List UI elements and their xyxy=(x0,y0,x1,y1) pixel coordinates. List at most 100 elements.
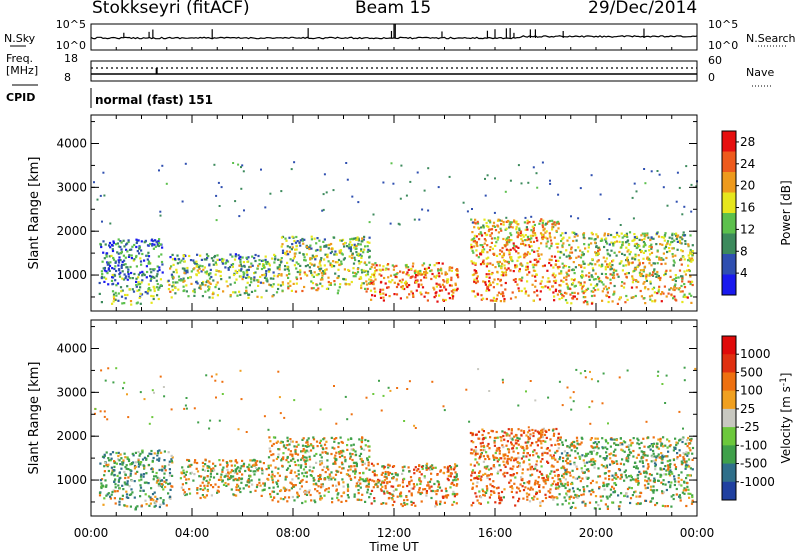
echo-pixel xyxy=(609,262,612,265)
echo-pixel xyxy=(242,462,246,465)
echo-pixel xyxy=(561,503,564,506)
echo-pixel xyxy=(480,232,483,235)
echo-pixel xyxy=(227,268,230,271)
echo-pixel xyxy=(122,254,125,257)
echo-pixel xyxy=(380,489,383,492)
echo-pixel xyxy=(238,269,241,272)
echo-pixel xyxy=(606,505,609,508)
echo-pixel xyxy=(299,466,302,469)
echo-pixel xyxy=(147,262,150,265)
echo-pixel xyxy=(641,232,644,235)
echo-pixel xyxy=(496,283,499,286)
echo-pixel xyxy=(427,481,430,484)
echo-pixel xyxy=(364,438,367,442)
echo-pixel xyxy=(536,250,539,253)
echo-pixel xyxy=(555,259,558,262)
echo-pixel xyxy=(520,263,523,266)
echo-pixel xyxy=(532,432,535,435)
echo-pixel xyxy=(422,273,425,276)
echo-pixel xyxy=(117,299,120,302)
echo-pixel xyxy=(675,276,678,279)
echo-pixel xyxy=(388,492,391,495)
echo-pixel xyxy=(505,241,508,244)
echo-pixel xyxy=(641,460,644,463)
echo-pixel xyxy=(668,288,671,291)
echo-pixel xyxy=(354,275,357,278)
echo-pixel xyxy=(443,280,446,283)
sparse-echo-pixel xyxy=(389,222,392,225)
echo-pixel xyxy=(443,501,446,504)
echo-pixel xyxy=(482,493,485,497)
echo-pixel xyxy=(348,465,351,468)
echo-pixel xyxy=(680,249,683,252)
echo-pixel xyxy=(239,467,242,470)
echo-pixel xyxy=(245,276,248,279)
echo-pixel xyxy=(373,480,376,483)
echo-pixel xyxy=(148,452,151,455)
echo-pixel xyxy=(593,294,596,297)
echo-pixel xyxy=(416,279,419,282)
echo-pixel xyxy=(290,289,293,292)
echo-pixel xyxy=(564,299,568,302)
echo-pixel xyxy=(250,278,253,281)
echo-pixel xyxy=(530,441,534,445)
echo-pixel xyxy=(618,240,621,243)
echo-pixel xyxy=(482,473,485,476)
echo-pixel xyxy=(519,231,522,235)
echo-pixel xyxy=(529,488,532,491)
echo-pixel xyxy=(157,297,160,301)
echo-pixel xyxy=(486,233,489,236)
echo-pixel xyxy=(149,268,152,271)
echo-pixel xyxy=(197,266,201,269)
echo-pixel xyxy=(529,444,532,447)
echo-pixel xyxy=(105,252,108,255)
echo-pixel xyxy=(305,480,308,483)
echo-pixel xyxy=(559,250,562,254)
echo-pixel xyxy=(137,460,140,463)
echo-pixel xyxy=(510,256,513,259)
cpid-left-label: CPID xyxy=(6,91,35,104)
echo-pixel xyxy=(573,279,576,282)
echo-pixel xyxy=(495,299,498,302)
echo-pixel xyxy=(670,287,673,290)
echo-pixel xyxy=(453,466,456,469)
echo-pixel xyxy=(362,282,365,285)
echo-pixel xyxy=(405,282,408,285)
echo-pixel xyxy=(209,475,212,478)
echo-pixel xyxy=(398,279,401,282)
echo-pixel xyxy=(550,465,553,468)
echo-pixel xyxy=(655,255,658,258)
echo-pixel xyxy=(535,441,538,444)
echo-pixel xyxy=(126,457,129,460)
echo-pixel xyxy=(614,472,617,475)
sparse-echo-pixel xyxy=(520,182,523,185)
echo-pixel xyxy=(118,459,121,462)
echo-pixel xyxy=(216,489,219,492)
echo-pixel xyxy=(251,464,255,467)
echo-pixel xyxy=(595,481,598,484)
echo-pixel xyxy=(490,241,493,244)
echo-pixel xyxy=(304,492,307,496)
echo-pixel xyxy=(268,436,271,439)
echo-pixel xyxy=(510,239,513,242)
echo-pixel xyxy=(140,293,144,296)
echo-pixel xyxy=(621,236,624,239)
echo-pixel xyxy=(634,490,637,493)
echo-pixel xyxy=(139,475,143,478)
echo-pixel xyxy=(120,241,123,244)
echo-pixel xyxy=(425,464,428,467)
power-panel-y-tick-label: 2000 xyxy=(56,224,87,238)
echo-pixel xyxy=(646,232,649,235)
echo-pixel xyxy=(633,267,636,270)
echo-pixel xyxy=(209,282,212,285)
echo-pixel xyxy=(148,262,151,265)
echo-pixel xyxy=(215,269,218,272)
echo-pixel xyxy=(279,497,282,500)
echo-pixel xyxy=(218,459,221,462)
echo-pixel xyxy=(247,479,250,482)
echo-pixel xyxy=(334,261,337,264)
echo-pixel xyxy=(496,460,499,463)
echo-pixel xyxy=(665,244,668,247)
echo-pixel xyxy=(605,495,608,498)
echo-pixel xyxy=(210,468,213,471)
